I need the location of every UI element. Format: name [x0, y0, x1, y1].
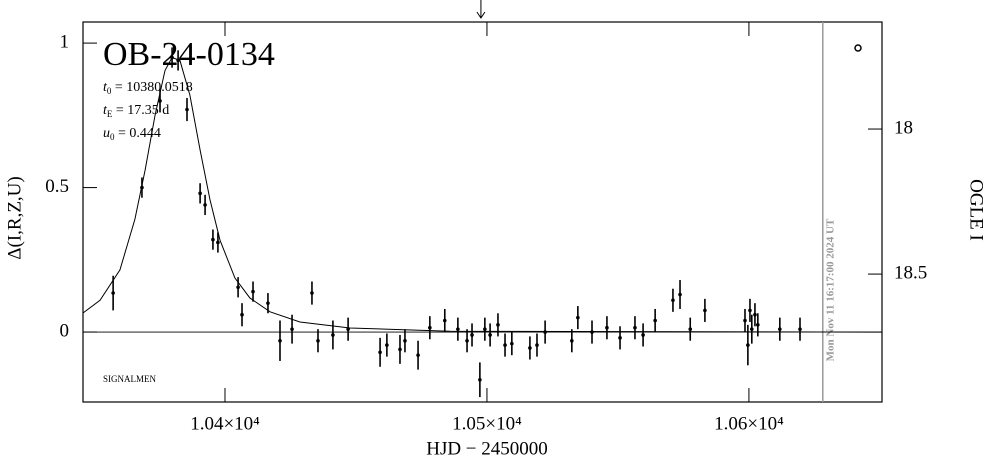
param-subscript: E [107, 109, 113, 119]
data-point [753, 312, 757, 317]
data-point [290, 327, 294, 331]
y-tick-label: 0 [60, 320, 70, 341]
data-point [111, 291, 115, 295]
data-point [240, 312, 244, 317]
data-point [310, 291, 314, 295]
x-tick-label: 1.04×10⁴ [190, 413, 260, 434]
data-point [748, 308, 752, 313]
param-symbol: t [103, 80, 108, 95]
data-point [456, 327, 460, 331]
data-point [216, 240, 220, 245]
data-point [211, 237, 215, 242]
data-point [633, 325, 637, 330]
data-point [671, 298, 675, 303]
data-point [570, 338, 574, 343]
credit: SIGNALMEN [103, 374, 156, 384]
data-point [442, 318, 447, 323]
data-point [496, 323, 500, 327]
data-point [140, 185, 144, 190]
data-point [470, 333, 474, 337]
data-point [465, 338, 469, 343]
data-point [750, 327, 754, 331]
data-point [510, 341, 514, 346]
x-tick-label: 1.06×10⁴ [714, 413, 784, 434]
data-point [576, 315, 580, 320]
data-point [618, 336, 622, 340]
param-symbol: t [103, 103, 108, 118]
marker-symbol [854, 44, 862, 52]
data-point [590, 330, 594, 334]
data-point [703, 308, 707, 313]
y2-tick-label: 18 [894, 117, 913, 138]
parameter: u0 = 0.444 [103, 126, 161, 142]
x-tick-label: 1.05×10⁴ [452, 413, 522, 434]
data-point [185, 107, 189, 112]
data-point [535, 343, 539, 347]
model-curve [82, 56, 883, 333]
data-point [198, 191, 202, 196]
param-value: = 10380.0518 [111, 80, 192, 95]
data-point [543, 330, 547, 334]
y-tick-label: 0.5 [45, 176, 69, 197]
data-point [398, 347, 402, 352]
data-point [641, 333, 645, 337]
time-marker-label: Mon Nov 11 16:17:00 2024 UT [824, 218, 836, 361]
parameter: t0 = 10380.0518 [103, 80, 193, 96]
data-point [483, 327, 487, 331]
chart-title: OB-24-0134 [103, 36, 275, 73]
y-tick-label: 1 [60, 31, 70, 52]
data-point [251, 289, 255, 294]
data-point [385, 343, 389, 347]
data-point [746, 343, 750, 347]
data-point [278, 338, 282, 343]
data-point [203, 203, 207, 207]
data-point [778, 327, 782, 331]
param-value: = 0.444 [115, 126, 161, 141]
plot-frame [82, 21, 883, 403]
y2-tick-label: 18.5 [894, 262, 927, 283]
y2-axis-label: OGLE I [966, 179, 986, 241]
data-point [378, 350, 382, 355]
data-point [403, 338, 407, 343]
data-point [428, 325, 432, 330]
data-point [503, 343, 507, 347]
data-point [176, 58, 180, 63]
data-point [488, 333, 492, 337]
data-point [528, 346, 532, 350]
data-point [743, 318, 747, 323]
data-point [170, 55, 174, 60]
data-point [266, 301, 270, 305]
data-point [756, 323, 760, 327]
data-point [236, 285, 240, 290]
data-point [653, 318, 657, 323]
param-subscript: 0 [110, 132, 115, 142]
data-point [416, 353, 420, 357]
data-point [316, 338, 320, 343]
arrow [476, 0, 486, 19]
data-point [331, 333, 335, 337]
param-symbol: u [103, 126, 110, 141]
y-axis-label: Δ(I,R,Z,U) [4, 176, 25, 259]
data-point [478, 377, 482, 382]
data-point [798, 327, 802, 331]
param-subscript: 0 [107, 86, 112, 96]
data-point [346, 327, 350, 331]
data-point [605, 325, 609, 330]
data-point [688, 327, 693, 331]
data-point [158, 99, 162, 103]
x-axis-label: HJD − 2450000 [426, 438, 548, 459]
data-point [678, 292, 682, 297]
